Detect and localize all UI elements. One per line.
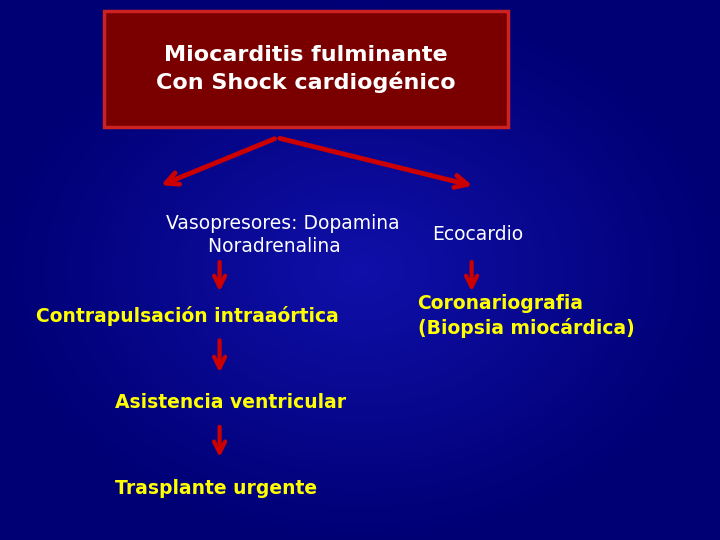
Text: Contrapulsación intraaórtica: Contrapulsación intraaórtica [36,306,338,326]
Text: Miocarditis fulminante
Con Shock cardiogénico: Miocarditis fulminante Con Shock cardiog… [156,45,456,93]
Text: Trasplante urgente: Trasplante urgente [115,479,318,498]
FancyBboxPatch shape [104,11,508,127]
Text: Asistencia ventricular: Asistencia ventricular [115,393,346,412]
Text: Coronariografia
(Biopsia miocárdica): Coronariografia (Biopsia miocárdica) [418,294,634,338]
Text: Vasopresores: Dopamina
       Noradrenalina: Vasopresores: Dopamina Noradrenalina [166,214,399,256]
Text: Ecocardio: Ecocardio [432,225,523,245]
